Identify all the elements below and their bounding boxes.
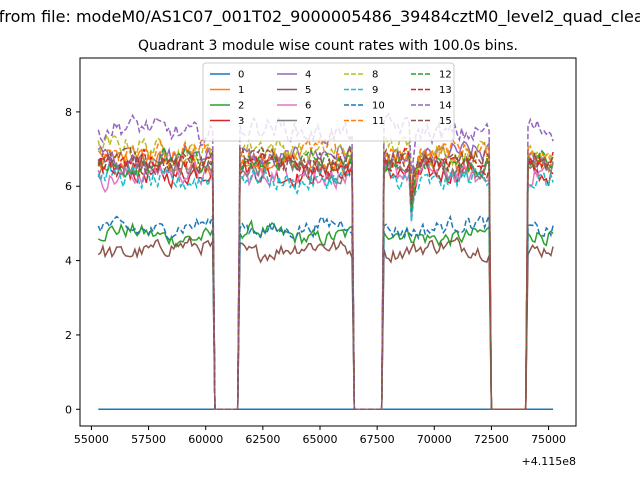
legend-box	[202, 62, 455, 142]
legend-label: 14	[439, 101, 452, 112]
y-tick-label: 2	[65, 329, 72, 342]
plot-area: 55000 57500 60000 62500 65000 67500 70000 72500…	[65, 57, 577, 468]
legend-label: 6	[305, 101, 311, 112]
series-layer	[97, 112, 554, 411]
x-tick-label: 55000	[74, 433, 109, 446]
legend-label: 7	[305, 116, 311, 127]
y-tick-label: 4	[65, 255, 72, 268]
legend-label: 2	[238, 101, 244, 112]
legend-label: 0	[238, 70, 244, 81]
legend-label: 1	[238, 85, 244, 96]
x-tick-label: 70000	[417, 433, 452, 446]
x-axis: 55000 57500 60000 62500 65000 67500 70000 72500…	[74, 426, 566, 446]
legend-label: 15	[439, 116, 452, 127]
x-tick-label: 62500	[245, 433, 280, 446]
series-line-15	[97, 146, 554, 411]
y-tick-label: 6	[65, 180, 72, 193]
x-tick-label: 72500	[474, 433, 509, 446]
series-line-13	[97, 147, 554, 411]
x-tick-label: 60000	[188, 433, 223, 446]
legend-label: 4	[305, 70, 311, 81]
legend-label: 5	[305, 85, 311, 96]
legend-label: 13	[439, 85, 452, 96]
legend-label: 11	[372, 116, 385, 127]
axes-frame	[79, 57, 577, 427]
legend-label: 3	[238, 116, 244, 127]
chart-title: Quadrant 3 module wise count rates with …	[138, 38, 518, 54]
y-tick-label: 0	[65, 403, 72, 416]
series-line-2	[97, 219, 554, 411]
y-tick-label: 8	[65, 106, 72, 119]
x-tick-label: 67500	[360, 433, 395, 446]
series-line-5	[97, 235, 554, 411]
x-tick-label: 65000	[303, 433, 338, 446]
legend-label: 9	[372, 85, 378, 96]
y-axis: 0 2 4 6 8	[65, 106, 80, 416]
legend-label: 8	[372, 70, 378, 81]
legend-label: 10	[372, 101, 385, 112]
x-tick-label: 57500	[131, 433, 166, 446]
figure-suptitle: Data from file: modeM0/AS1C07_001T02_900…	[0, 7, 640, 27]
x-offset-label: +4.115e8	[522, 455, 576, 468]
series-line-4	[97, 140, 554, 411]
series-line-10	[97, 214, 554, 411]
series-line-14	[97, 112, 554, 411]
x-tick-label: 75000	[531, 433, 566, 446]
legend-label: 12	[439, 70, 452, 81]
